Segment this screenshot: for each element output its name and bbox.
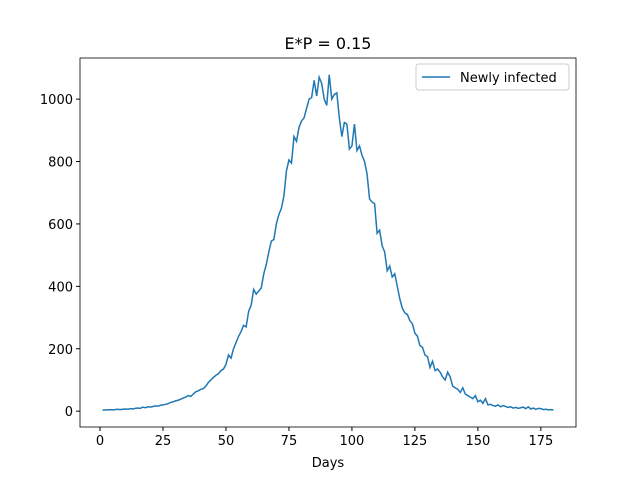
x-tick-label: 150 — [465, 434, 490, 449]
y-tick-label: 800 — [48, 156, 73, 171]
x-tick-label: 50 — [218, 434, 235, 449]
y-tick-label: 0 — [65, 405, 73, 420]
x-tick-label: 125 — [402, 434, 427, 449]
data-line — [102, 74, 554, 411]
y-tick-label: 600 — [48, 218, 73, 233]
x-tick-label: 100 — [340, 434, 365, 449]
x-tick-label: 175 — [528, 434, 553, 449]
x-tick-label: 25 — [155, 434, 172, 449]
chart-title: E*P = 0.15 — [285, 34, 372, 53]
x-axis-label: Days — [312, 456, 345, 471]
x-tick-label: 0 — [96, 434, 104, 449]
y-tick-label: 400 — [48, 280, 73, 295]
legend-label: Newly infected — [460, 71, 557, 86]
y-tick-label: 1000 — [40, 93, 73, 108]
y-tick-label: 200 — [48, 343, 73, 358]
legend-box — [415, 63, 570, 91]
x-tick-label: 75 — [281, 434, 298, 449]
plot-frame — [79, 57, 577, 428]
